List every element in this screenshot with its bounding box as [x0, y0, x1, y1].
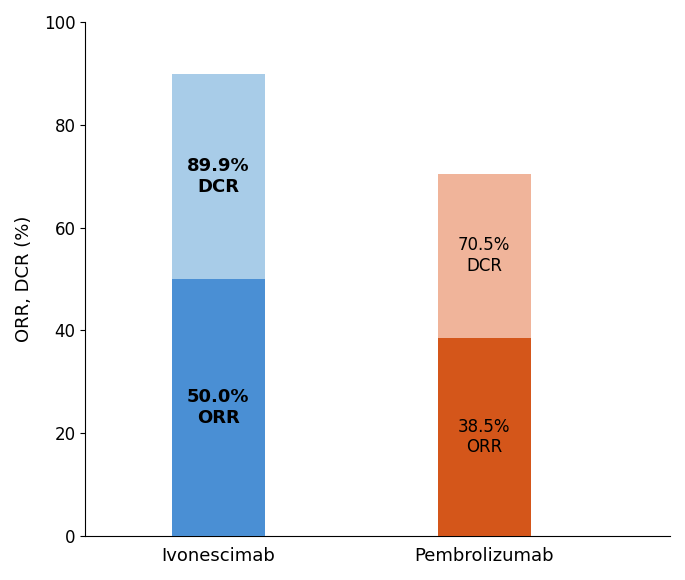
Bar	[172, 279, 265, 536]
Text: 50.0%
ORR: 50.0% ORR	[187, 388, 249, 427]
Bar	[438, 338, 530, 536]
Y-axis label: ORR, DCR (%): ORR, DCR (%)	[15, 216, 33, 342]
Text: 38.5%
ORR: 38.5% ORR	[458, 418, 510, 456]
Bar	[172, 74, 265, 279]
Text: 70.5%
DCR: 70.5% DCR	[458, 237, 510, 276]
Bar	[438, 173, 530, 338]
Text: 89.9%
DCR: 89.9% DCR	[187, 157, 249, 196]
